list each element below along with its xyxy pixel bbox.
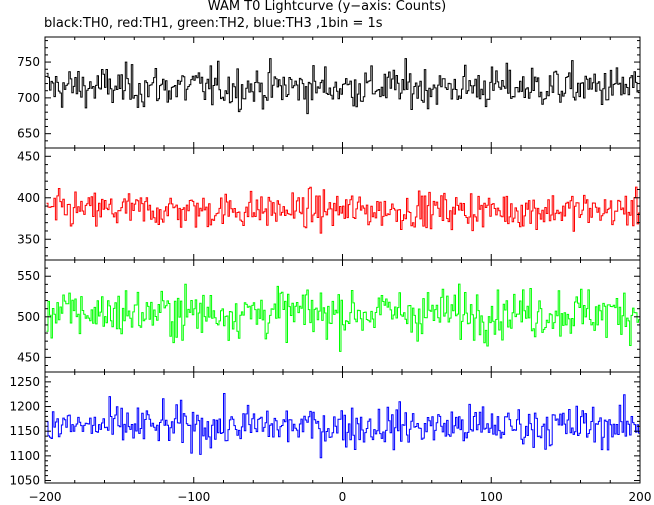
y-tick-label: 450: [17, 149, 40, 163]
y-tick-label: 1250: [9, 375, 40, 389]
y-tick-label: 1100: [9, 449, 40, 463]
y-tick-label: 1150: [9, 424, 40, 438]
x-tick-label: 100: [480, 490, 503, 504]
y-tick-label: 500: [17, 310, 40, 324]
series-line-th2: [46, 283, 640, 352]
series-line-th0: [46, 58, 640, 115]
y-tick-label: 1200: [9, 400, 40, 414]
y-tick-label: 1050: [9, 474, 40, 488]
series-line-th1: [46, 186, 640, 234]
y-tick-label: 450: [17, 350, 40, 364]
y-tick-label: 750: [17, 55, 40, 69]
chart-subtitle: black:TH0, red:TH1, green:TH2, blue:TH3 …: [44, 16, 383, 31]
chart-title: WAM T0 Lightcurve (y−axis: Counts): [207, 0, 447, 14]
panel-th2: 450 500 550: [17, 259, 641, 373]
series-line-th3: [46, 393, 640, 459]
panel-th1: 350 400 450: [17, 147, 641, 261]
x-tick-label: −200: [29, 490, 62, 504]
y-tick-label: 350: [17, 232, 40, 246]
panel-th0: 650 700 750: [17, 36, 641, 149]
x-tick-label: −100: [177, 490, 210, 504]
x-tick-label: 200: [629, 490, 652, 504]
y-tick-label: 650: [17, 127, 40, 141]
y-tick-label: 550: [17, 269, 40, 283]
x-tick-label: 0: [339, 490, 347, 504]
y-tick-label: 400: [17, 191, 40, 205]
panel-th3: 1050 1100 1150 1200 1250 −200 −100 0 100 200: [9, 371, 652, 504]
y-tick-label: 700: [17, 91, 40, 105]
